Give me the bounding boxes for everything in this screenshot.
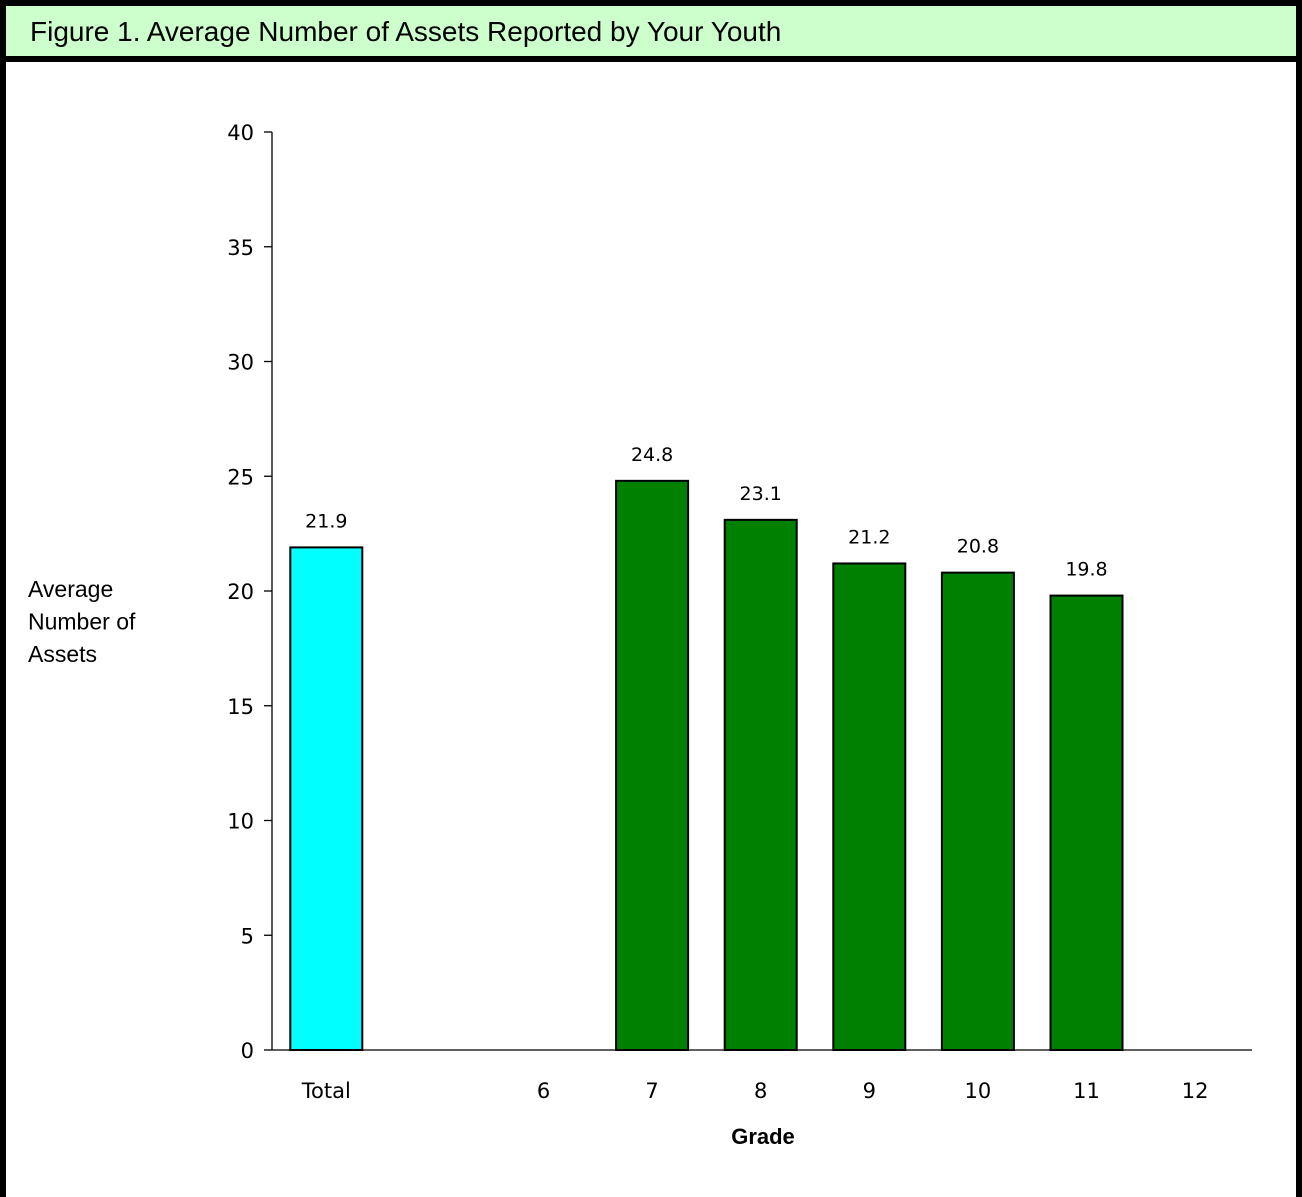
y-axis-title: Average Number of Assets [28,576,136,667]
figure-title: Figure 1. Average Number of Assets Repor… [6,6,1296,62]
data-label: 19.8 [1065,559,1107,581]
x-tick-label: 6 [537,1079,550,1103]
bar-grade-11 [1049,594,1124,1052]
y-tick-label: 20 [227,580,254,604]
x-tick-label: 11 [1073,1079,1100,1103]
y-tick-label: 40 [227,121,254,145]
x-tick-label: 8 [754,1079,767,1103]
x-axis-title: Grade [731,1124,795,1149]
x-tick-label: 12 [1182,1079,1209,1103]
x-tick-label: 7 [645,1079,658,1103]
data-label: 23.1 [740,483,782,505]
data-labels: 21.9 24.8 23.1 21.2 20.8 19.8 [305,444,1108,581]
bar-grade-10 [940,571,1015,1051]
data-label: 21.2 [848,526,890,548]
y-tick-label: 30 [227,351,254,375]
y-tick-label: 10 [227,810,254,834]
y-tick-label: 0 [241,1039,254,1063]
y-axis-title-line: Average [28,576,113,602]
data-label: 24.8 [631,444,673,466]
y-axis-title-line: Assets [28,641,97,667]
y-axis-title-line: Number of [28,609,136,635]
x-tick-label: Total [301,1079,351,1103]
data-label: 21.9 [305,510,347,532]
y-tick-label: 15 [227,695,254,719]
data-label: 20.8 [957,536,999,558]
bar-grade-9 [832,562,907,1052]
y-tick-label: 5 [241,924,254,948]
x-tick-label: 9 [863,1079,876,1103]
y-tick-label: 25 [227,465,254,489]
bar-grade-8 [723,518,798,1051]
x-axis: Total 6 7 8 9 10 11 12 [272,1049,1252,1103]
y-axis: 0 5 10 15 20 25 30 35 40 [227,121,273,1063]
bar-grade-7 [615,479,690,1051]
bars [289,479,1124,1052]
y-tick-label: 35 [227,236,254,260]
x-tick-label: 10 [965,1079,992,1103]
bar-total [289,546,364,1052]
